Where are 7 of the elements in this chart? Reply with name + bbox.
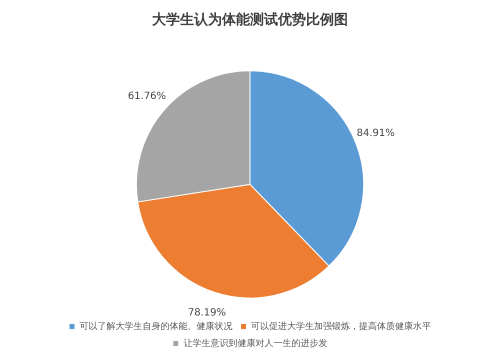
data-label: 84.91% [356,128,395,140]
legend-label: 让学生意识到健康对人一生的进步发 [183,338,328,349]
chart-title: 大学生认为体能测试优势比例图 [152,12,348,28]
data-label: 61.76% [128,90,166,102]
legend-label: 可以促进大学生加强锻炼，提高体质健康水平 [251,320,431,332]
data-label: 78.19% [188,308,226,319]
legend-label: 可以了解大学生自身的体能、健康状况 [80,320,232,332]
